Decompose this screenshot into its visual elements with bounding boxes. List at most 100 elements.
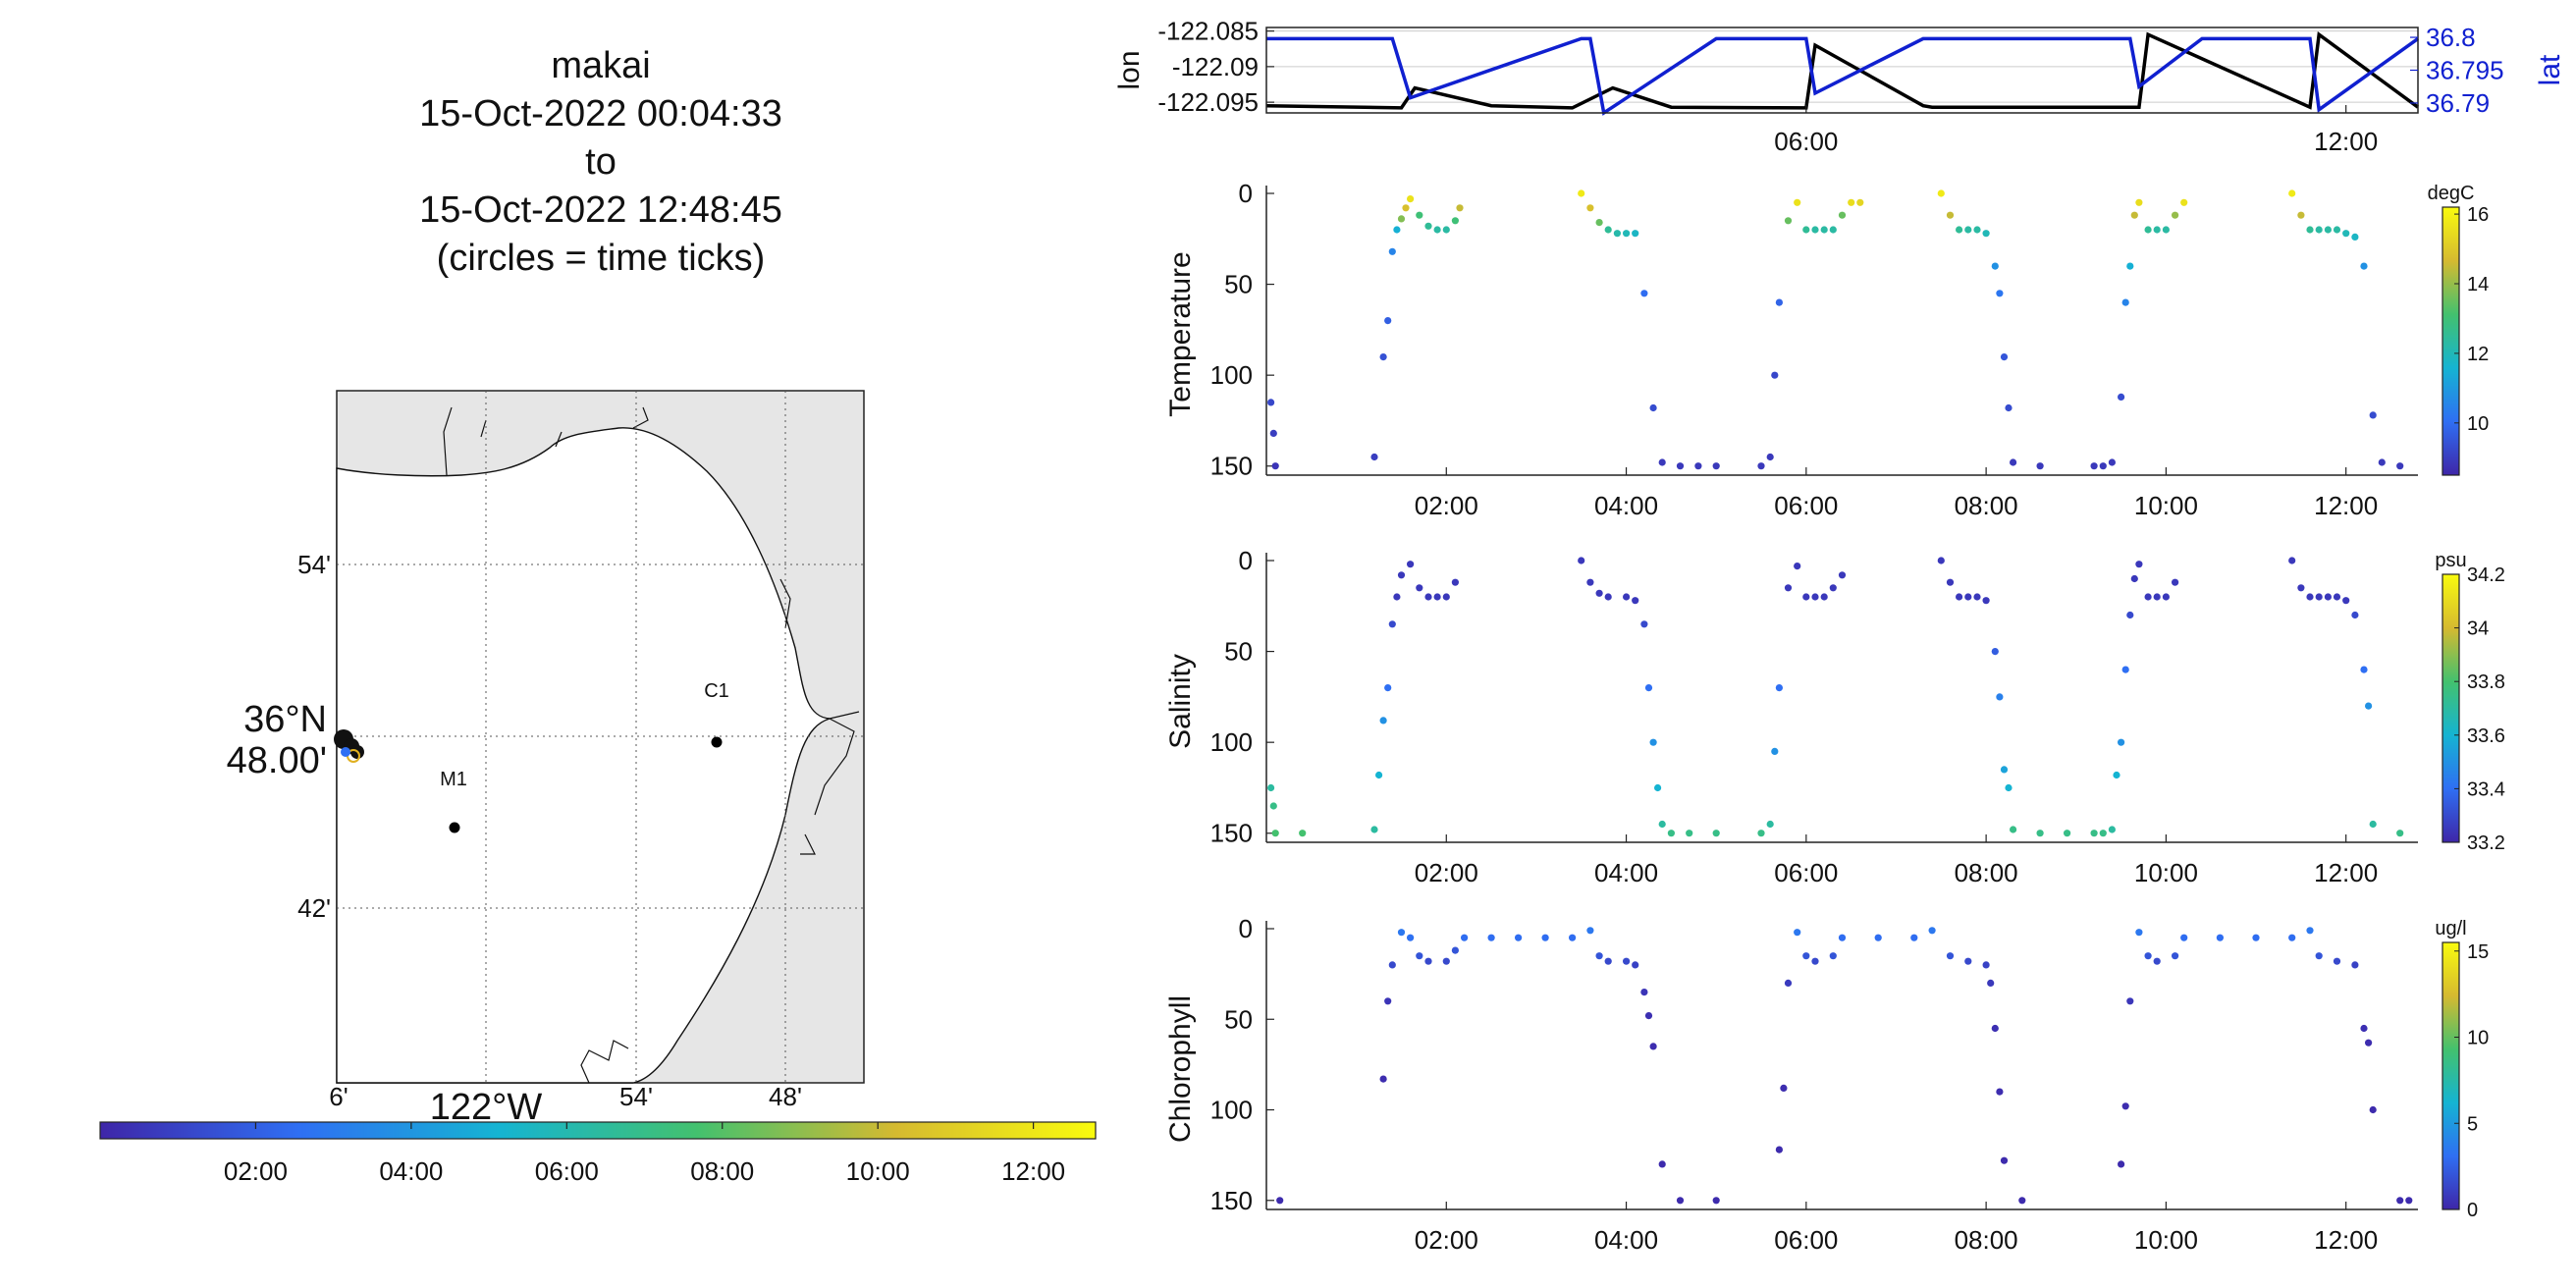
temperature-data-point (1649, 403, 1657, 412)
chlorophyll-data-point (1276, 1197, 1284, 1205)
salinity-data-point (1586, 578, 1594, 586)
salinity-axis-label: Salinity (1164, 654, 1197, 749)
chlorophyll-colorbar-units: ug/l (2435, 918, 2466, 939)
temperature-x-tick-label: 04:00 (1594, 491, 1658, 520)
temperature-data-point (1267, 399, 1275, 406)
chlorophyll-x-tick-label: 12:00 (2314, 1225, 2378, 1255)
salinity-data-point (2126, 611, 2134, 619)
chlorophyll-data-point (2126, 997, 2134, 1005)
lon-tick-label: -122.085 (1157, 17, 1259, 46)
salinity-data-point (1442, 593, 1450, 601)
chlorophyll-colorbar-tick-label: 5 (2467, 1113, 2478, 1135)
temperature-data-point (1433, 226, 1441, 234)
chlorophyll-data-point (1487, 934, 1495, 941)
chlorophyll-data-point (2360, 1024, 2368, 1033)
temperature-data-point (1794, 198, 1801, 206)
chlorophyll-x-tick-label: 06:00 (1774, 1225, 1838, 1255)
temperature-data-point (1442, 226, 1450, 234)
salinity-data-point (1384, 684, 1392, 692)
chlorophyll-data-point (1794, 929, 1801, 937)
temperature-data-point (2369, 411, 2377, 419)
temperature-data-point (1820, 226, 1828, 234)
salinity-data-point (1956, 593, 1963, 601)
temperature-colorbar-units: degC (2428, 183, 2475, 204)
station-m1-label: M1 (440, 769, 467, 790)
salinity-data-point (1973, 593, 1981, 601)
map-lat-tick-36n: 36°N (243, 699, 327, 740)
temperature-data-point (2315, 226, 2323, 234)
temperature-data-point (1676, 462, 1685, 470)
temperature-data-point (1956, 226, 1963, 234)
chlorophyll-x-tick-label: 02:00 (1415, 1225, 1478, 1255)
salinity-colorbar-tick-label: 33.2 (2467, 832, 2505, 854)
temperature-data-point (2135, 198, 2143, 206)
temperature-data-point (2121, 298, 2129, 306)
temperature-data-point (1269, 429, 1277, 437)
chlorophyll-data-point (2153, 957, 2161, 965)
chlorophyll-data-point (1991, 1024, 1999, 1033)
temperature-data-point (1632, 230, 1639, 238)
chlorophyll-data-point (1397, 929, 1406, 937)
temperature-data-point (2036, 462, 2044, 470)
temperature-data-point (1802, 226, 1810, 234)
chlorophyll-data-point (1416, 952, 1423, 960)
chlorophyll-data-point (2000, 1156, 2009, 1164)
temperature-data-point (1838, 211, 1847, 219)
salinity-y-tick-label: 150 (1210, 819, 1253, 848)
salinity-data-point (1991, 648, 1999, 656)
salinity-data-point (1811, 593, 1819, 601)
temperature-data-point (2153, 226, 2161, 234)
map-lon-tick-54: 54' (619, 1082, 653, 1111)
salinity-data-point (1964, 593, 1972, 601)
temperature-data-point (1384, 317, 1392, 325)
chlorophyll-axis-label: Chlorophyll (1164, 995, 1197, 1143)
salinity-data-point (1982, 597, 1990, 605)
chlorophyll-data-point (1644, 1012, 1653, 1020)
temperature-y-tick-label: 50 (1224, 270, 1253, 299)
chlorophyll-data-point (1987, 979, 1995, 988)
temperature-data-point (1991, 262, 1999, 270)
temperature-data-point (2108, 458, 2116, 466)
temperature-data-point (1402, 204, 1410, 212)
chlorophyll-data-point (1384, 997, 1392, 1005)
salinity-data-point (1654, 783, 1662, 792)
temperature-data-point (1982, 230, 1990, 238)
salinity-data-point (1271, 830, 1279, 837)
chlorophyll-y-tick-label: 50 (1224, 1004, 1253, 1034)
salinity-data-point (1686, 830, 1693, 837)
chlorophyll-data-point (1928, 927, 1936, 935)
chlorophyll-x-tick-label: 04:00 (1594, 1225, 1658, 1255)
time-colorbar-gradient (99, 1121, 1097, 1140)
temperature-data-point (1784, 217, 1793, 225)
chlorophyll-data-point (1632, 961, 1639, 969)
salinity-x-tick-label: 06:00 (1774, 858, 1838, 887)
position-x-tick-label: 12:00 (2314, 127, 2378, 156)
chlorophyll-data-point (2121, 1102, 2129, 1110)
temperature-data-point (2378, 458, 2386, 466)
temperature-colorbar-tick-label: 14 (2467, 274, 2489, 295)
salinity-data-point (1388, 620, 1396, 628)
temperature-data-point (1658, 458, 1666, 466)
temperature-colorbar-tick-label: 12 (2467, 344, 2489, 365)
position-panel: -122.085 -122.09 -122.095 36.8 36.795 36.79 06… (1113, 17, 2566, 156)
temperature-data-point (2005, 403, 2012, 412)
salinity-data-point (2064, 830, 2071, 837)
temperature-x-tick-label: 10:00 (2134, 491, 2198, 520)
temperature-data-point (1595, 219, 1603, 227)
salinity-data-point (2396, 830, 2404, 837)
salinity-data-point (1658, 820, 1666, 829)
temperature-data-point (2306, 226, 2314, 234)
time-colorbar-tick-label: 06:00 (535, 1156, 599, 1186)
temperature-x-tick-label: 12:00 (2314, 491, 2378, 520)
salinity-data-point (1757, 830, 1765, 837)
chlorophyll-data-point (2288, 934, 2296, 941)
temperature-x-tick-label: 08:00 (1955, 491, 2018, 520)
salinity-colorbar-tick-label: 33.6 (2467, 725, 2505, 747)
time-colorbar-tick-label: 08:00 (690, 1156, 754, 1186)
temperature-data-point (1771, 371, 1779, 379)
chlorophyll-data-point (1982, 961, 1990, 969)
chlorophyll-data-point (1649, 1043, 1657, 1050)
time-colorbar-tick-label: 12:00 (1001, 1156, 1065, 1186)
salinity-data-point (1424, 593, 1432, 601)
lon-tick-label: -122.095 (1157, 87, 1259, 117)
